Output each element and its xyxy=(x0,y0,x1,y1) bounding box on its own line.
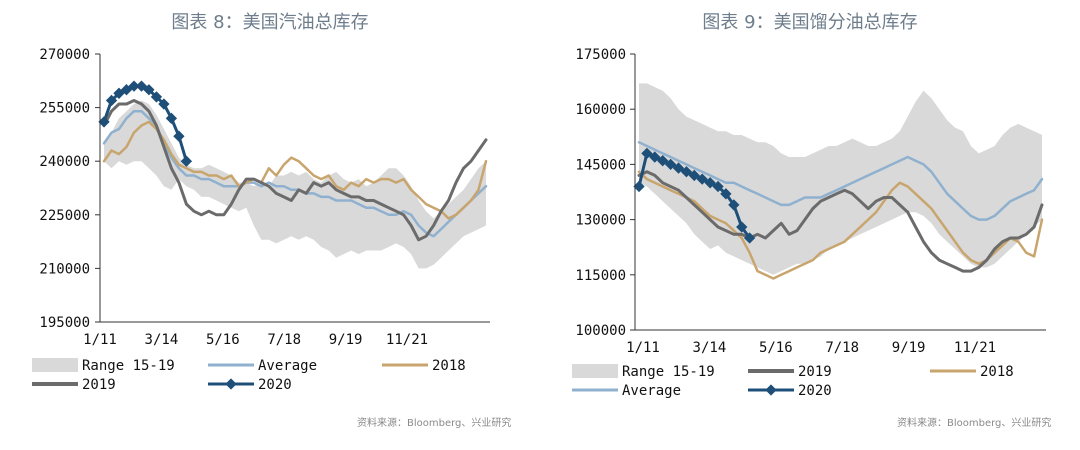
x-tick-label: 1/11 xyxy=(626,340,660,356)
point-2020 xyxy=(704,177,716,189)
series-line-2018 xyxy=(637,170,1044,280)
point-2020 xyxy=(105,94,118,107)
point-2020 xyxy=(743,232,756,244)
legend-label-2018: 2018 xyxy=(980,364,1014,380)
y-tick-label: 175000 xyxy=(575,47,626,63)
y-tick-label: 255000 xyxy=(39,101,90,117)
point-2020 xyxy=(165,112,178,124)
y-tick-label: 130000 xyxy=(575,213,626,229)
gasoline-chart-svg: 195000 210000 225000 240000 255000 270000 1/11… xyxy=(32,47,490,393)
chart-title: 图表 8：美国汽油总库存 xyxy=(171,12,369,33)
series-line-2019 xyxy=(637,170,1044,273)
chart-title: 图表 9：美国馏分油总库存 xyxy=(702,12,918,33)
source-note: 资料来源：Bloomberg、兴业研究 xyxy=(897,418,1052,429)
y-tick-label: 160000 xyxy=(575,102,626,118)
y-tick-label: 225000 xyxy=(39,208,90,224)
legend-label-2020: 2020 xyxy=(258,377,292,393)
legend-marker-2020 xyxy=(225,378,237,390)
point-2020 xyxy=(143,84,155,96)
y-tick-label: 210000 xyxy=(39,261,90,277)
x-tick-label: 11/21 xyxy=(954,340,996,356)
x-tick-label: 11/21 xyxy=(386,332,428,348)
x-tick-label: 3/14 xyxy=(693,340,727,356)
series-line-2019 xyxy=(102,99,488,242)
legend-label-2019: 2019 xyxy=(82,377,116,393)
legend-label-2019: 2019 xyxy=(798,364,832,380)
x-tick-label: 7/18 xyxy=(825,340,859,356)
point-2020 xyxy=(180,155,193,167)
legend-label-average: Average xyxy=(622,383,681,399)
x-tick-label: 3/14 xyxy=(145,332,179,348)
legend-swatch-range xyxy=(572,364,618,378)
legend-label-2020: 2020 xyxy=(798,383,832,399)
series-layer xyxy=(633,141,1044,280)
tick-layer: 195000 210000 225000 240000 255000 270000 1/11… xyxy=(39,47,428,348)
range-band-layer xyxy=(104,100,486,269)
legend-label-range: Range 15-19 xyxy=(622,364,715,380)
legend-swatch-range xyxy=(32,358,78,372)
y-tick-label: 100000 xyxy=(575,323,626,339)
point-2020 xyxy=(712,180,724,193)
legend-marker-2020 xyxy=(765,384,777,396)
series-line-average xyxy=(637,141,1044,221)
legend-label-2018: 2018 xyxy=(432,358,466,374)
range-band xyxy=(104,100,486,269)
y-tick-label: 115000 xyxy=(575,268,626,284)
point-2020 xyxy=(173,130,185,142)
x-tick-label: 5/16 xyxy=(759,340,793,356)
y-tick-label: 145000 xyxy=(575,157,626,173)
series-line-average xyxy=(102,109,488,238)
axis-layer xyxy=(99,54,490,323)
point-2020 xyxy=(128,80,140,92)
chart-panel-gasoline: 195000 210000 225000 240000 255000 270000 1/11… xyxy=(32,12,512,429)
y-tick-label: 270000 xyxy=(39,47,90,63)
x-tick-label: 9/19 xyxy=(892,340,926,356)
legend-label-average: Average xyxy=(258,358,317,374)
y-tick-label: 195000 xyxy=(39,315,90,331)
x-tick-label: 7/18 xyxy=(267,332,301,348)
tick-layer: 100000 115000 130000 145000 160000 175000 1/11… xyxy=(575,47,996,356)
source-note: 资料来源：Bloomberg、兴业研究 xyxy=(357,418,512,429)
chart-panel-distillate: 100000 115000 130000 145000 160000 175000 1/11… xyxy=(540,0,1080,450)
axis-layer xyxy=(634,54,1046,331)
point-2020 xyxy=(736,221,748,233)
x-tick-label: 1/11 xyxy=(83,332,117,348)
legend: Range 15-19 2019 2018 Average 2020 xyxy=(572,364,1014,399)
x-tick-label: 9/19 xyxy=(329,332,363,348)
series-line-2018 xyxy=(102,120,488,220)
legend-label-range: Range 15-19 xyxy=(82,358,175,374)
x-tick-label: 5/16 xyxy=(206,332,240,348)
legend: Range 15-19 Average 2018 2019 2020 xyxy=(32,358,466,393)
distillate-chart-svg: 100000 115000 130000 145000 160000 175000 1/11… xyxy=(572,47,1046,399)
y-tick-label: 240000 xyxy=(39,154,90,170)
